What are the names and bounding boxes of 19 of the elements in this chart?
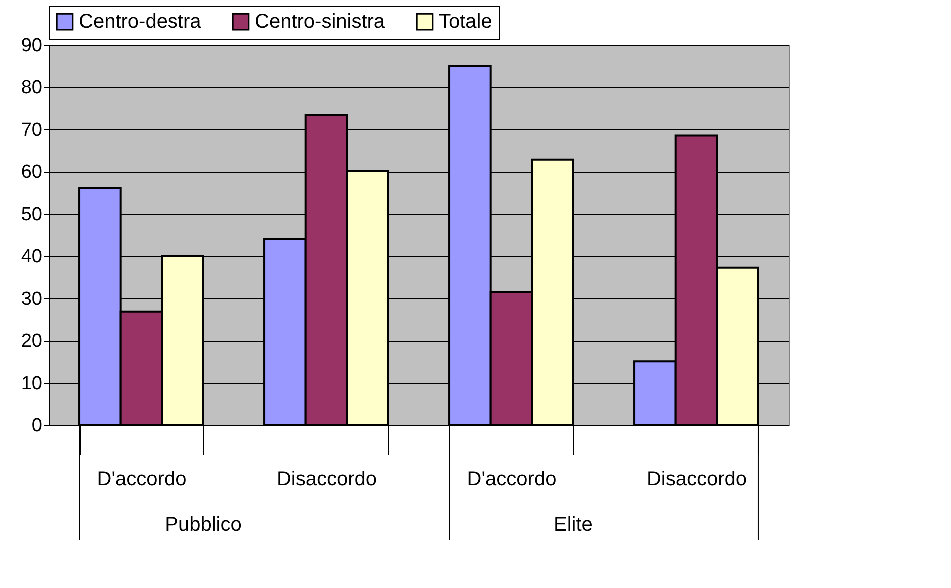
y-tick-label: 40 bbox=[21, 246, 42, 268]
y-tick-label: 10 bbox=[21, 373, 42, 394]
legend-label: Centro-destra bbox=[79, 11, 202, 34]
y-tick-label: 90 bbox=[21, 36, 42, 56]
x-tick-label: Disaccordo bbox=[276, 468, 378, 490]
legend-label: Centro-sinistra bbox=[255, 11, 386, 34]
y-tick-label: 20 bbox=[21, 331, 42, 352]
text: Elite bbox=[554, 514, 593, 536]
text: Pubblico bbox=[165, 514, 242, 536]
y-tick-label: 50 bbox=[21, 204, 42, 226]
y-tick-label: 80 bbox=[21, 78, 42, 99]
legend-label: Totale bbox=[439, 11, 492, 34]
y-tick-label: 30 bbox=[21, 288, 42, 310]
y-tick-label: 0 bbox=[32, 416, 42, 436]
y-tick-label: 70 bbox=[21, 120, 42, 141]
x-tick-label: Disaccordo bbox=[646, 468, 748, 490]
y-tick-label: 60 bbox=[21, 162, 42, 184]
x-tick-label: D'accordo bbox=[97, 468, 187, 490]
x-tick-label: D'accordo bbox=[467, 468, 557, 490]
